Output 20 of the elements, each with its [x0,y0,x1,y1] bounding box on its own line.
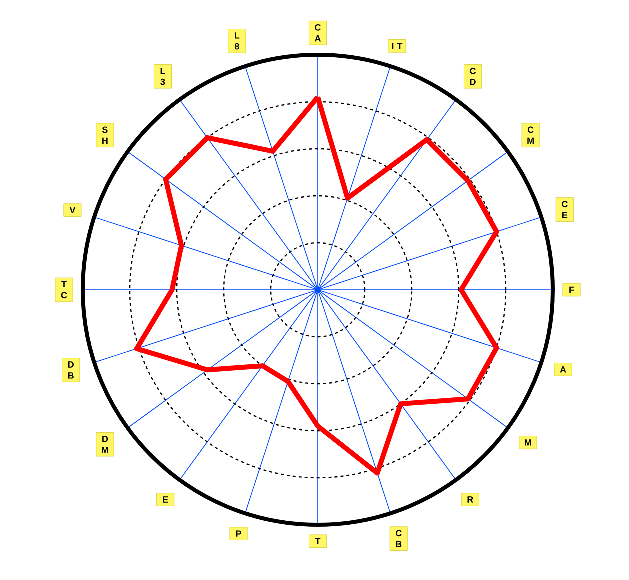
spoke-label: C D [470,68,476,86]
spoke-label: E [163,496,168,503]
spoke-label: I T [392,43,403,50]
spoke-label: C B [396,530,402,548]
spoke-label: L 3 [160,68,166,86]
spoke-label: L 8 [234,32,240,50]
spoke-label: F [570,286,574,294]
spoke-label: P [236,530,242,537]
spoke-label: C A [314,24,321,42]
spoke-label: C M [528,126,534,144]
spoke-label: V [70,207,76,214]
spoke-label: C E [562,201,568,218]
spoke-label: S H [102,126,108,144]
spoke-label: T C [61,281,68,299]
spoke-label: D M [102,436,108,454]
spoke-label: M [525,440,532,446]
spoke-label: T [315,538,321,544]
spoke-label: D B [68,362,74,379]
spoke-label: A [560,366,566,373]
spoke-label: R [468,496,474,503]
